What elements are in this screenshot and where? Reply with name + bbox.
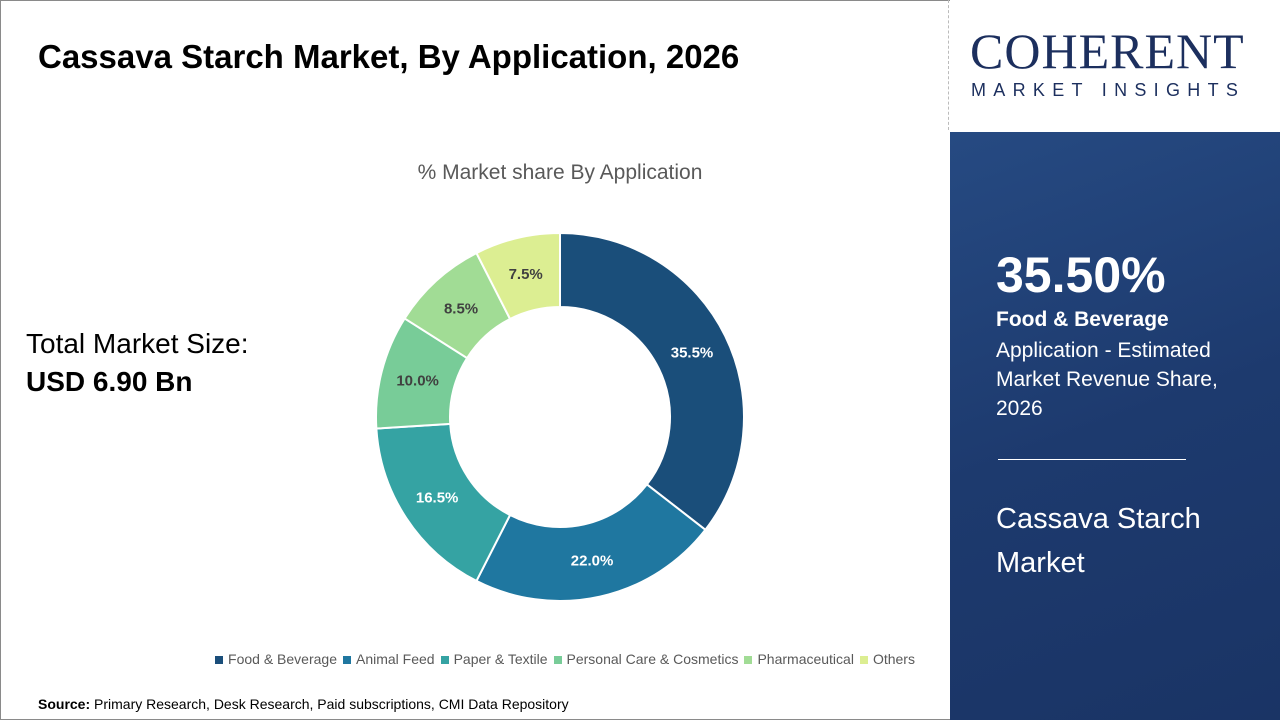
legend-label: Paper & Textile xyxy=(453,651,548,667)
legend-swatch xyxy=(744,656,753,664)
chart-title: % Market share By Application xyxy=(417,161,703,184)
total-market-size: Total Market Size: USD 6.90 Bn xyxy=(26,325,249,401)
divider xyxy=(948,0,949,130)
source: Source: Primary Research, Desk Research,… xyxy=(38,695,569,713)
data-label: 35.5% xyxy=(671,344,714,361)
legend-swatch xyxy=(343,656,351,664)
legend-item: Pharmaceutical xyxy=(744,651,854,667)
legend-label: Personal Care & Cosmetics xyxy=(566,651,739,667)
logo-subtext: MARKET INSIGHTS xyxy=(971,80,1246,100)
legend-label: Food & Beverage xyxy=(228,651,337,667)
legend-label: Pharmaceutical xyxy=(757,651,854,667)
data-label: 8.5% xyxy=(444,300,478,317)
data-label: 16.5% xyxy=(416,490,459,507)
highlight-percent: 35.50% xyxy=(996,247,1166,303)
total-label: Total Market Size: xyxy=(26,328,249,359)
legend-item: Food & Beverage xyxy=(215,651,337,667)
legend-label: Animal Feed xyxy=(356,651,435,667)
source-text: Primary Research, Desk Research, Paid su… xyxy=(90,696,569,712)
legend-item: Animal Feed xyxy=(343,651,435,667)
data-label: 7.5% xyxy=(509,266,543,283)
legend-item: Personal Care & Cosmetics xyxy=(553,651,739,667)
legend-swatch xyxy=(440,656,449,664)
data-label: 22.0% xyxy=(571,552,614,569)
highlight-segment: Food & Beverage xyxy=(996,308,1169,331)
legend: Food & Beverage Animal Feed Paper & Textil… xyxy=(0,650,1130,668)
legend-swatch xyxy=(859,656,868,664)
donut-slice xyxy=(475,231,561,321)
page-title: Cassava Starch Market, By Application, 2… xyxy=(38,38,740,75)
legend-swatch xyxy=(215,656,224,664)
legend-label: Others xyxy=(872,651,915,667)
legend-item: Others xyxy=(859,651,915,667)
highlight-description: Application - Estimated Market Revenue S… xyxy=(996,339,1218,420)
legend-item: Paper & Textile xyxy=(440,651,548,667)
donut-slice xyxy=(475,483,707,602)
source-label: Source: xyxy=(38,696,91,712)
logo: COHERENT MARKET INSIGHTS xyxy=(950,0,1280,132)
highlight-panel: 35.50% Food & Beverage Application - Est… xyxy=(950,132,1280,720)
total-value: USD 6.90 Bn xyxy=(26,366,193,397)
logo-text: COHERENT xyxy=(970,23,1245,79)
legend-swatch xyxy=(553,656,562,664)
market-name: Cassava Starch Market xyxy=(996,503,1201,579)
data-label: 10.0% xyxy=(396,372,439,389)
donut-slice xyxy=(559,231,745,532)
panel-divider xyxy=(998,459,1186,460)
